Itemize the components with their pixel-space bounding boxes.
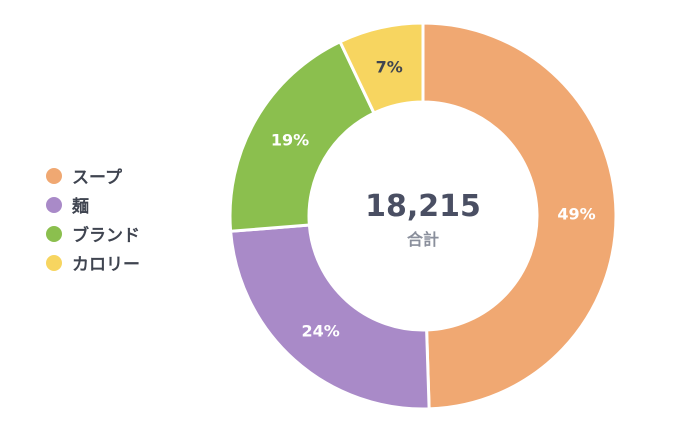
- center-total-value: 18,215: [365, 189, 481, 224]
- legend-label: スープ: [72, 168, 122, 188]
- slice-percent-label: 24%: [302, 321, 340, 340]
- legend-label: カロリー: [72, 255, 140, 275]
- legend-swatch: [46, 225, 62, 242]
- legend-label: 麺: [72, 197, 89, 217]
- donut-slice[interactable]: [228, 39, 377, 233]
- donut-slice[interactable]: [228, 223, 431, 411]
- donut-slice[interactable]: [338, 21, 425, 116]
- legend-label: ブランド: [72, 226, 140, 246]
- legend-item[interactable]: ブランド: [46, 219, 140, 248]
- legend-item[interactable]: 麺: [46, 190, 140, 219]
- slice-percent-label: 49%: [557, 205, 595, 224]
- legend-swatch: [46, 196, 62, 213]
- center-total-label: 合計: [407, 230, 439, 249]
- donut-slice[interactable]: [421, 21, 618, 411]
- legend-item[interactable]: カロリー: [46, 248, 140, 277]
- legend-item[interactable]: スープ: [46, 161, 140, 190]
- legend: スープ麺ブランドカロリー: [46, 161, 140, 277]
- legend-swatch: [46, 254, 62, 271]
- legend-swatch: [46, 167, 62, 184]
- slice-percent-label: 19%: [271, 130, 309, 149]
- slice-percent-label: 7%: [376, 57, 403, 76]
